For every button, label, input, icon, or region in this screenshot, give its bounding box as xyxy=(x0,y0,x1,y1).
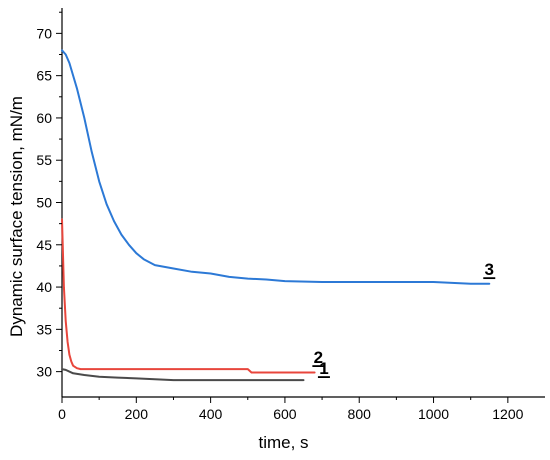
x-tick-label: 1200 xyxy=(492,406,523,422)
x-axis-title: time, s xyxy=(258,433,308,452)
series-line-1 xyxy=(61,368,305,382)
series-label-2: 2 xyxy=(314,348,323,367)
x-tick-label: 200 xyxy=(125,406,149,422)
series-line-2 xyxy=(61,218,316,374)
series-label-3: 3 xyxy=(485,260,494,279)
x-tick-label: 0 xyxy=(58,406,66,422)
y-tick-label: 35 xyxy=(36,321,52,337)
y-tick-label: 40 xyxy=(36,279,52,295)
series-line-3 xyxy=(61,49,491,285)
plot-series xyxy=(61,49,491,382)
series-label-1: 1 xyxy=(319,359,328,378)
y-tick-label: 55 xyxy=(36,152,52,168)
y-tick-label: 60 xyxy=(36,110,52,126)
y-tick-label: 70 xyxy=(36,25,52,41)
y-tick-label: 30 xyxy=(36,364,52,380)
x-tick-label: 400 xyxy=(199,406,223,422)
plot-ticks: 0 200 400 600 800 1000 1200 30 35 40 45 50 55 60 65 70 xyxy=(36,11,524,422)
series-labels: 12 3 xyxy=(312,260,496,378)
y-tick-label: 65 xyxy=(36,68,52,84)
y-tick-label: 45 xyxy=(36,237,52,253)
y-axis-title: Dynamic surface tension, mN/m xyxy=(7,96,26,337)
x-tick-label: 1000 xyxy=(418,406,449,422)
x-tick-label: 600 xyxy=(273,406,297,422)
y-tick-label: 50 xyxy=(36,195,52,211)
plot-axes xyxy=(61,8,545,398)
x-tick-label: 800 xyxy=(348,406,372,422)
